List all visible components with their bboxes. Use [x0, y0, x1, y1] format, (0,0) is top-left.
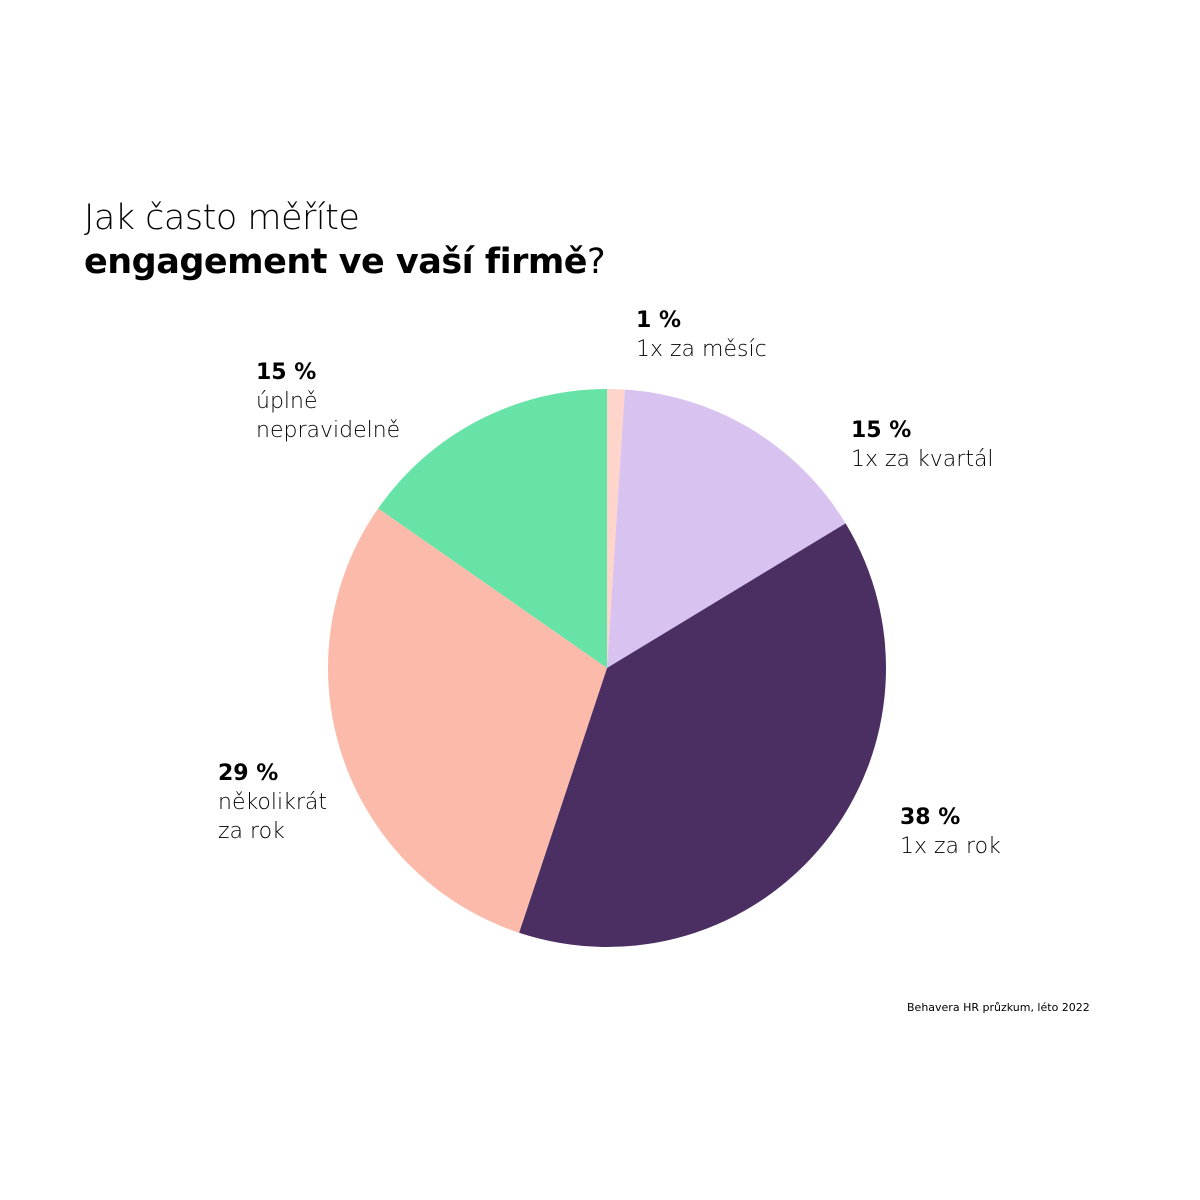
source-note: Behavera HR průzkum, léto 2022	[907, 1001, 1090, 1014]
pie-slice-1	[607, 389, 846, 668]
slice-label-2: 38 % 1x za rok	[900, 803, 1001, 861]
slice-name-0: 1x za měsíc	[636, 337, 767, 362]
slice-value-4: 15 %	[256, 360, 317, 385]
slice-value-1: 15 %	[851, 418, 912, 443]
slice-name-2: 1x za rok	[900, 834, 1001, 859]
pie-slice-4	[378, 389, 607, 668]
slice-name-3: několikrát za rok	[218, 790, 328, 844]
chart-title: Jak často měříte engagement ve vaší firm…	[84, 196, 606, 284]
slice-label-0: 1 % 1x za měsíc	[636, 306, 767, 364]
title-bold: engagement ve vaší firmě	[84, 242, 588, 282]
pie-slice-0	[607, 389, 625, 668]
pie-slice-3	[327, 508, 607, 933]
pie-slice-2	[519, 523, 887, 947]
slice-name-4: úplně nepravidelně	[256, 389, 401, 443]
slice-label-1: 15 % 1x za kvartál	[851, 416, 994, 474]
slice-value-0: 1 %	[636, 308, 682, 333]
slice-label-4: 15 % úplně nepravidelně	[256, 358, 400, 445]
slice-name-1: 1x za kvartál	[851, 447, 994, 472]
title-line-1: Jak často měříte	[84, 198, 360, 238]
slice-value-3: 29 %	[218, 761, 279, 786]
slice-label-3: 29 % několikrát za rok	[218, 759, 327, 846]
slice-value-2: 38 %	[900, 805, 961, 830]
title-end: ?	[587, 242, 606, 282]
title-line-2: engagement ve vaší firmě?	[84, 240, 606, 284]
